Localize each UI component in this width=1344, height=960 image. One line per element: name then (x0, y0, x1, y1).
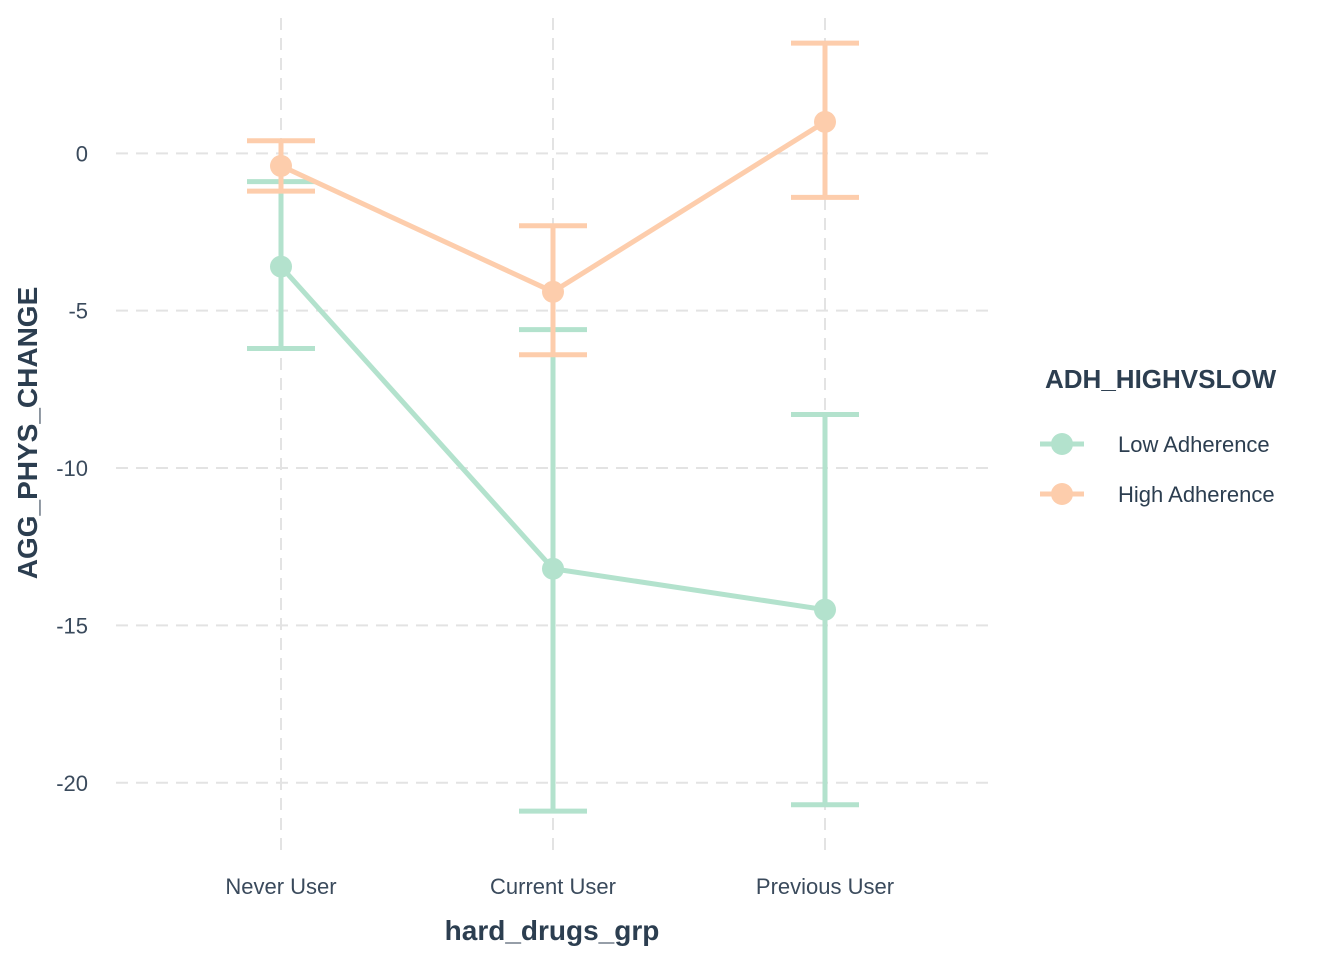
series-layer (247, 40, 859, 814)
x-axis-title: hard_drugs_grp (445, 915, 660, 946)
data-point (542, 557, 564, 580)
legend-item: High Adherence (1040, 482, 1275, 507)
series-high-adherence (247, 40, 859, 358)
y-tick-label: 0 (76, 141, 88, 166)
x-axis-ticks: Never User Current User Previous User (225, 874, 894, 899)
grid (116, 18, 990, 852)
legend-key-point (1051, 483, 1073, 505)
data-point (814, 110, 836, 133)
data-point (270, 154, 292, 177)
x-tick-label: Current User (490, 874, 616, 899)
data-point (814, 598, 836, 621)
y-axis-title: AGG_PHYS_CHANGE (12, 287, 43, 580)
y-tick-label: -10 (56, 456, 88, 481)
legend-label: High Adherence (1118, 482, 1275, 507)
y-axis-ticks: 0 -5 -10 -15 -20 (56, 141, 88, 795)
y-tick-label: -5 (68, 299, 88, 324)
legend-label: Low Adherence (1118, 432, 1270, 457)
legend-items: Low Adherence High Adherence (1040, 432, 1275, 507)
y-tick-label: -15 (56, 613, 88, 638)
legend-item: Low Adherence (1040, 432, 1270, 457)
x-tick-label: Previous User (756, 874, 894, 899)
data-point (542, 280, 564, 303)
x-tick-label: Never User (225, 874, 336, 899)
legend-title: ADH_HIGHVSLOW (1045, 364, 1277, 394)
legend: ADH_HIGHVSLOW Low Adherence High Adherenc… (1040, 364, 1277, 507)
data-point (270, 255, 292, 278)
series-low-adherence (247, 179, 859, 814)
legend-key-point (1051, 433, 1073, 455)
y-tick-label: -20 (56, 771, 88, 796)
